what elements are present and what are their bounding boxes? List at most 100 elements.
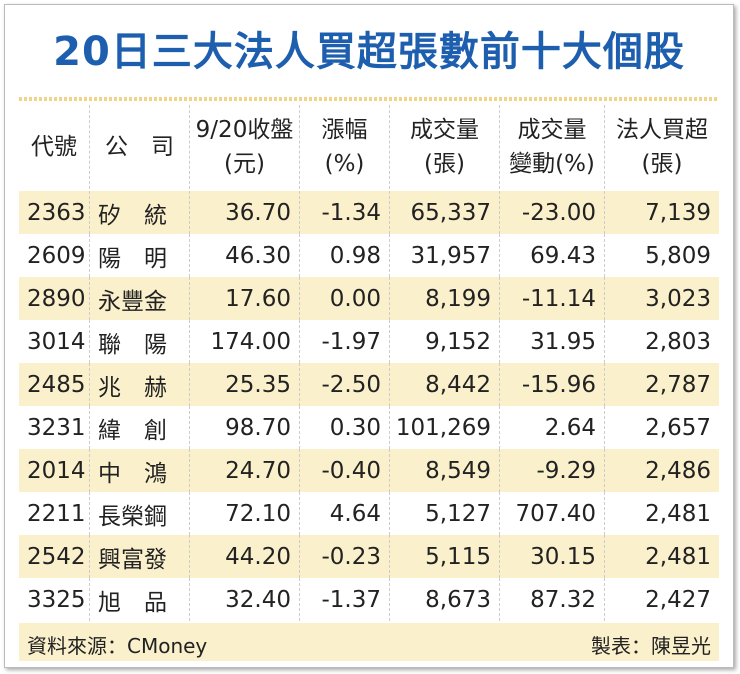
table-cell: 31,957 xyxy=(389,234,499,277)
table-cell: -11.14 xyxy=(499,277,604,320)
header-cell: 9/20收盤 (元) xyxy=(189,105,299,189)
header-text: (張) xyxy=(641,151,683,177)
table-cell: 2.64 xyxy=(499,406,604,449)
table-cell: 101,269 xyxy=(389,406,499,449)
header-text: 9/20收盤 xyxy=(195,117,294,143)
table-cell: 聯 陽 xyxy=(89,320,189,363)
table-cell: 31.95 xyxy=(499,320,604,363)
table-cell: 2609 xyxy=(27,242,86,269)
table-cell: 65,337 xyxy=(389,191,499,234)
table-cell: 36.70 xyxy=(189,191,299,234)
header-text: 法人買超 xyxy=(616,117,708,143)
table-cell: 3014 xyxy=(27,328,86,355)
table-cell: 永豐金 xyxy=(89,277,189,320)
table-cell: 2890 xyxy=(27,285,86,312)
table-cell: -1.34 xyxy=(299,191,389,234)
header-text: 成交量 xyxy=(410,117,479,143)
table-cell: 旭 品 xyxy=(89,578,189,621)
table-cell: -0.23 xyxy=(299,535,389,578)
header-text: (元) xyxy=(224,151,265,177)
table-cell: -1.37 xyxy=(299,578,389,621)
table-row: 2014 中 鴻 24.70 -0.40 8,549 -9.29 2,486 xyxy=(19,449,719,492)
table-cell: 長榮鋼 xyxy=(89,492,189,535)
table-cell: -0.40 xyxy=(299,449,389,492)
table-cell: 30.15 xyxy=(499,535,604,578)
table-cell: 緯 創 xyxy=(89,406,189,449)
header-text: 漲幅 xyxy=(321,117,368,143)
table-cell: 25.35 xyxy=(189,363,299,406)
table-cell: 7,139 xyxy=(604,191,719,234)
table-cell: 4.64 xyxy=(299,492,389,535)
table-cell: 2,481 xyxy=(604,492,719,535)
table-cell: 0.98 xyxy=(299,234,389,277)
table-cell: 3,023 xyxy=(604,277,719,320)
table-cell: -1.97 xyxy=(299,320,389,363)
table-cell: 2014 xyxy=(27,457,86,484)
table-cell: 8,673 xyxy=(389,578,499,621)
table-cell: 174.00 xyxy=(189,320,299,363)
header-text: (%) xyxy=(324,151,365,177)
table-cell: 5,809 xyxy=(604,234,719,277)
table-cell: 24.70 xyxy=(189,449,299,492)
table-cell: 32.40 xyxy=(189,578,299,621)
table-row: 2609 陽 明 46.30 0.98 31,957 69.43 5,809 xyxy=(19,234,719,277)
table-cell: 5,127 xyxy=(389,492,499,535)
table-cell: -23.00 xyxy=(499,191,604,234)
table-cell: 2,657 xyxy=(604,406,719,449)
table-cell: 3325 xyxy=(27,586,86,613)
table-cell: 87.32 xyxy=(499,578,604,621)
table-row: 2211 長榮鋼 72.10 4.64 5,127 707.40 2,481 xyxy=(19,492,719,535)
table-cell: 3231 xyxy=(27,414,86,441)
footer: 資料來源：CMoney 製表：陳昱光 xyxy=(19,623,719,661)
table-cell: -9.29 xyxy=(499,449,604,492)
table-row: 2485 兆 赫 25.35 -2.50 8,442 -15.96 2,787 xyxy=(19,363,719,406)
table-row: 2542 興富發 44.20 -0.23 5,115 30.15 2,481 xyxy=(19,535,719,578)
header-cell: 代號 xyxy=(19,105,89,189)
table-cell: 69.43 xyxy=(499,234,604,277)
table-row: 3231 緯 創 98.70 0.30 101,269 2.64 2,657 xyxy=(19,406,719,449)
table-cell: 2542 xyxy=(27,543,86,570)
table-cell: 17.60 xyxy=(189,277,299,320)
table-row: 2890 永豐金 17.60 0.00 8,199 -11.14 3,023 xyxy=(19,277,719,320)
table-cell: 陽 明 xyxy=(89,234,189,277)
table-cell: 2363 xyxy=(27,199,86,226)
table-cell: 0.00 xyxy=(299,277,389,320)
header-text: 代號 xyxy=(31,134,77,160)
table-cell: 2,787 xyxy=(604,363,719,406)
table-cell: 2211 xyxy=(27,500,86,527)
header-row: 代號 公 司 9/20收盤 (元) 漲幅 (%) 成交量 (張) 成交量變動(%) 法人買超 (張) xyxy=(19,105,719,189)
header-cell: 漲幅 (%) xyxy=(299,105,389,189)
table-row: 3014 聯 陽 174.00 -1.97 9,152 31.95 2,803 xyxy=(19,320,719,363)
table-cell: 0.30 xyxy=(299,406,389,449)
title: 20日三大法人買超張數前十大個股 xyxy=(53,29,685,75)
table-cell: 2,486 xyxy=(604,449,719,492)
table-cell: 2485 xyxy=(27,371,86,398)
divider xyxy=(19,97,719,101)
table-cell: 2,427 xyxy=(604,578,719,621)
header-cell: 法人買超 (張) xyxy=(604,105,719,189)
table-cell: 2,481 xyxy=(604,535,719,578)
table-cell: 98.70 xyxy=(189,406,299,449)
table-cell: 兆 赫 xyxy=(89,363,189,406)
author: 製表：陳昱光 xyxy=(591,634,711,658)
table-row: 2363 矽 統 36.70 -1.34 65,337 -23.00 7,139 xyxy=(19,191,719,234)
header-cell: 公 司 xyxy=(89,105,189,189)
header-text: 公 司 xyxy=(105,134,174,160)
table-cell: 8,442 xyxy=(389,363,499,406)
table-cell: 8,199 xyxy=(389,277,499,320)
source: 資料來源：CMoney xyxy=(27,634,208,658)
table-cell: 9,152 xyxy=(389,320,499,363)
table-cell: 興富發 xyxy=(89,535,189,578)
table-cell: 46.30 xyxy=(189,234,299,277)
header-cell: 成交量變動(%) xyxy=(499,105,604,189)
table-cell: -2.50 xyxy=(299,363,389,406)
header-text: 成交量 xyxy=(517,117,587,143)
header-text: 變動(%) xyxy=(509,151,595,177)
table-cell: 中 鴻 xyxy=(89,449,189,492)
table-card: 20日三大法人買超張數前十大個股 代號 公 司 9/20收盤 (元) 漲幅 (%) 成交量 (… xyxy=(4,4,734,668)
table-row: 3325 旭 品 32.40 -1.37 8,673 87.32 2,427 xyxy=(19,578,719,621)
table-cell: 5,115 xyxy=(389,535,499,578)
header-cell: 成交量 (張) xyxy=(389,105,499,189)
header-text: (張) xyxy=(424,151,465,177)
table-cell: -15.96 xyxy=(499,363,604,406)
